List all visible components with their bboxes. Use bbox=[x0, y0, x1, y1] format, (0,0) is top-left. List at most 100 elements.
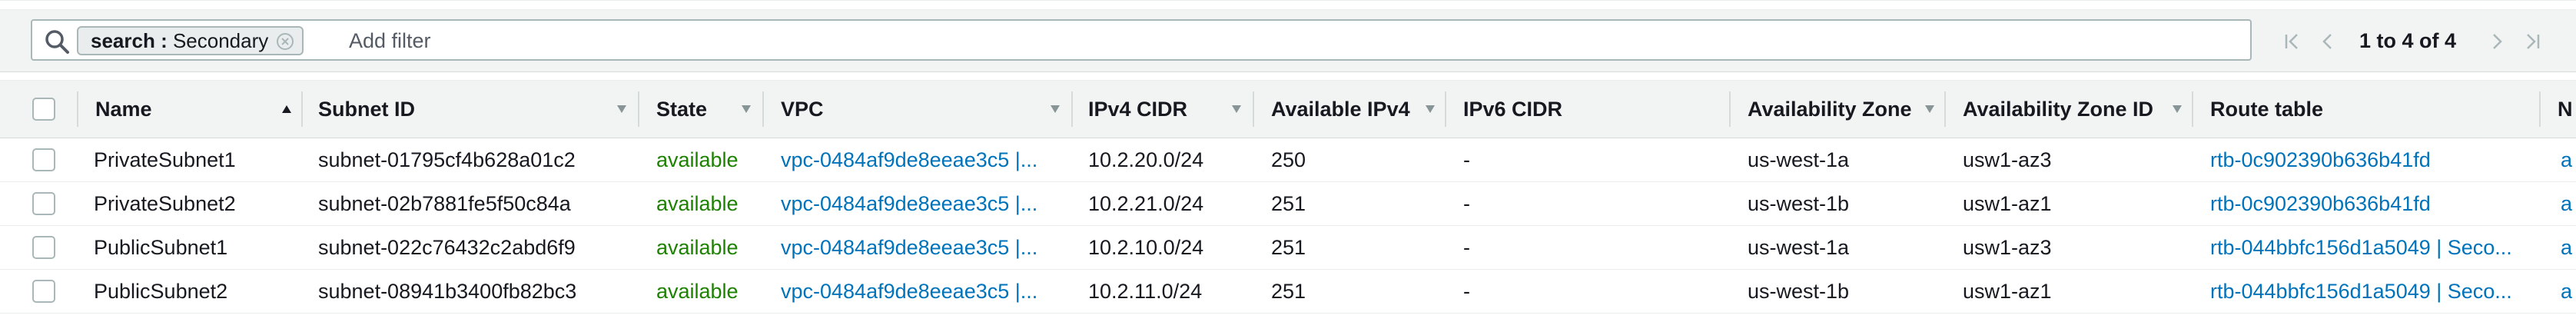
cell-name: PrivateSubnet1 bbox=[94, 148, 236, 171]
cell-network-acl-link[interactable]: a bbox=[2561, 192, 2573, 215]
pagination-label: 1 to 4 of 4 bbox=[2359, 29, 2457, 52]
cell-name: PublicSubnet1 bbox=[94, 236, 228, 259]
table-row[interactable]: PrivateSubnet2 subnet-02b7881fe5f50c84a … bbox=[0, 182, 2576, 226]
cell-availability-zone: us-west-1b bbox=[1748, 280, 1850, 303]
search-icon bbox=[45, 30, 69, 54]
table-row[interactable]: PublicSubnet2 subnet-08941b3400fb82bc3 a… bbox=[0, 270, 2576, 314]
column-separator bbox=[762, 91, 764, 127]
cell-vpc-link[interactable]: vpc-0484af9de8eeae3c5 |... bbox=[781, 236, 1038, 259]
cell-availability-zone: us-west-1a bbox=[1748, 236, 1850, 259]
cell-availability-zone-id: usw1-az3 bbox=[1963, 148, 2052, 171]
sort-icon[interactable] bbox=[616, 105, 627, 114]
column-header-available-ipv4[interactable]: Available IPv4 bbox=[1271, 98, 1410, 121]
cell-ipv6-cidr: - bbox=[1463, 236, 1470, 259]
sort-icon[interactable] bbox=[1231, 105, 1242, 114]
table-row[interactable]: PublicSubnet1 subnet-022c76432c2abd6f9 a… bbox=[0, 226, 2576, 270]
column-separator bbox=[1729, 91, 1731, 127]
column-separator bbox=[2539, 91, 2541, 127]
cell-subnet-id: subnet-08941b3400fb82bc3 bbox=[318, 280, 577, 303]
column-header-network-acl[interactable]: N bbox=[2558, 98, 2573, 121]
column-header-availability-zone[interactable]: Availability Zone bbox=[1748, 98, 1912, 121]
cell-route-table-link[interactable]: rtb-0c902390b636b41fd bbox=[2210, 192, 2431, 215]
cell-route-table-link[interactable]: rtb-0c902390b636b41fd bbox=[2210, 148, 2431, 171]
column-separator bbox=[1445, 91, 1446, 127]
column-header-vpc[interactable]: VPC bbox=[781, 98, 824, 121]
cell-state: available bbox=[656, 236, 739, 259]
column-header-name[interactable]: Name bbox=[95, 98, 152, 121]
next-page-icon[interactable] bbox=[2485, 30, 2508, 53]
cell-network-acl-link[interactable]: a bbox=[2561, 280, 2573, 303]
cell-ipv4-cidr: 10.2.20.0/24 bbox=[1088, 148, 1204, 171]
column-separator bbox=[1071, 91, 1073, 127]
sort-icon[interactable] bbox=[1425, 105, 1436, 114]
column-separator bbox=[1253, 91, 1254, 127]
cell-availability-zone-id: usw1-az3 bbox=[1963, 236, 2052, 259]
cell-name: PrivateSubnet2 bbox=[94, 192, 236, 215]
last-page-icon[interactable] bbox=[2521, 30, 2544, 53]
column-separator bbox=[301, 91, 303, 127]
sort-icon[interactable] bbox=[1924, 105, 1935, 114]
cell-vpc-link[interactable]: vpc-0484af9de8eeae3c5 |... bbox=[781, 148, 1038, 171]
table-header: Name Subnet ID State VPC IPv4 CIDR Avail… bbox=[0, 80, 2576, 139]
column-separator bbox=[638, 91, 639, 127]
column-header-state[interactable]: State bbox=[656, 98, 708, 121]
cell-ipv4-cidr: 10.2.21.0/24 bbox=[1088, 192, 1204, 215]
cell-state: available bbox=[656, 192, 739, 215]
add-filter-input[interactable] bbox=[349, 27, 2193, 55]
row-checkbox[interactable] bbox=[32, 148, 55, 171]
cell-ipv4-cidr: 10.2.11.0/24 bbox=[1088, 280, 1203, 303]
sort-ascending-icon[interactable] bbox=[281, 105, 292, 114]
cell-vpc-link[interactable]: vpc-0484af9de8eeae3c5 |... bbox=[781, 192, 1038, 215]
sort-icon[interactable] bbox=[1050, 105, 1061, 114]
column-header-ipv6-cidr[interactable]: IPv6 CIDR bbox=[1463, 98, 1563, 121]
filter-token-value: Secondary bbox=[172, 29, 269, 52]
cell-state: available bbox=[656, 280, 739, 303]
cell-available-ipv4: 251 bbox=[1271, 192, 1306, 215]
cell-available-ipv4: 250 bbox=[1271, 148, 1306, 171]
cell-availability-zone: us-west-1b bbox=[1748, 192, 1850, 215]
column-header-route-table[interactable]: Route table bbox=[2210, 98, 2324, 121]
sort-icon[interactable] bbox=[741, 105, 752, 114]
first-page-icon[interactable] bbox=[2281, 30, 2304, 53]
cell-route-table-link[interactable]: rtb-044bbfc156d1a5049 | Seco... bbox=[2210, 280, 2512, 303]
cell-available-ipv4: 251 bbox=[1271, 280, 1306, 303]
cell-ipv4-cidr: 10.2.10.0/24 bbox=[1088, 236, 1204, 259]
column-header-ipv4-cidr[interactable]: IPv4 CIDR bbox=[1088, 98, 1188, 121]
row-checkbox[interactable] bbox=[32, 236, 55, 259]
sort-icon[interactable] bbox=[2172, 105, 2183, 114]
column-separator bbox=[1944, 91, 1946, 127]
cell-availability-zone-id: usw1-az1 bbox=[1963, 192, 2052, 215]
close-icon[interactable] bbox=[276, 32, 294, 51]
cell-vpc-link[interactable]: vpc-0484af9de8eeae3c5 |... bbox=[781, 280, 1038, 303]
column-separator bbox=[77, 91, 78, 127]
filter-bar: search : Secondary 1 to 4 of 4 bbox=[0, 9, 2576, 72]
column-header-availability-zone-id[interactable]: Availability Zone ID bbox=[1963, 98, 2154, 121]
row-checkbox[interactable] bbox=[32, 280, 55, 303]
cell-available-ipv4: 251 bbox=[1271, 236, 1306, 259]
cell-ipv6-cidr: - bbox=[1463, 280, 1470, 303]
table-row[interactable]: PrivateSubnet1 subnet-01795cf4b628a01c2 … bbox=[0, 138, 2576, 182]
previous-page-icon[interactable] bbox=[2316, 30, 2339, 53]
column-header-subnet-id[interactable]: Subnet ID bbox=[318, 98, 415, 121]
filter-token-key: search bbox=[91, 29, 155, 52]
cell-ipv6-cidr: - bbox=[1463, 148, 1470, 171]
row-checkbox[interactable] bbox=[32, 192, 55, 215]
cell-name: PublicSubnet2 bbox=[94, 280, 228, 303]
cell-availability-zone-id: usw1-az1 bbox=[1963, 280, 2052, 303]
cell-network-acl-link[interactable]: a bbox=[2561, 148, 2573, 171]
select-all-checkbox[interactable] bbox=[32, 98, 55, 121]
filter-token[interactable]: search : Secondary bbox=[77, 26, 304, 55]
column-separator bbox=[2192, 91, 2193, 127]
pagination: 1 to 4 of 4 bbox=[2273, 10, 2576, 71]
cell-ipv6-cidr: - bbox=[1463, 192, 1470, 215]
cell-state: available bbox=[656, 148, 739, 171]
cell-subnet-id: subnet-02b7881fe5f50c84a bbox=[318, 192, 571, 215]
cell-network-acl-link[interactable]: a bbox=[2561, 236, 2573, 259]
cell-availability-zone: us-west-1a bbox=[1748, 148, 1850, 171]
cell-subnet-id: subnet-022c76432c2abd6f9 bbox=[318, 236, 576, 259]
top-divider bbox=[0, 0, 2576, 1]
search-box[interactable]: search : Secondary bbox=[31, 19, 2252, 61]
filter-token-separator: : bbox=[154, 29, 173, 52]
cell-route-table-link[interactable]: rtb-044bbfc156d1a5049 | Seco... bbox=[2210, 236, 2512, 259]
cell-subnet-id: subnet-01795cf4b628a01c2 bbox=[318, 148, 576, 171]
